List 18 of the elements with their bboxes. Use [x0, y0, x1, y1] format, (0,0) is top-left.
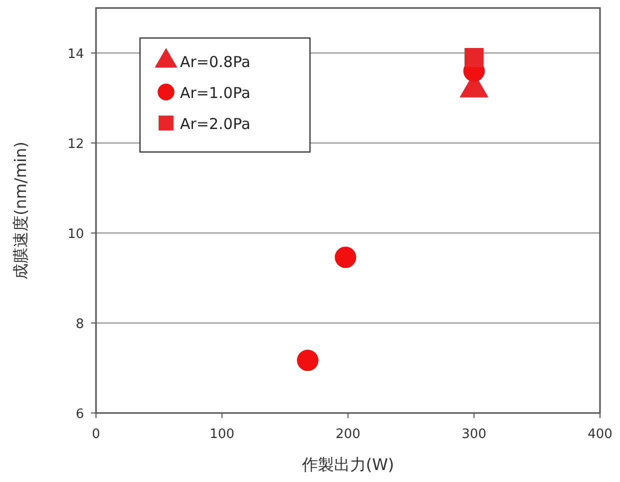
y-tick-label: 10 — [67, 227, 84, 242]
point — [334, 246, 356, 268]
x-tick-label: 400 — [588, 427, 612, 442]
y-tick-label: 6 — [76, 407, 84, 422]
x-tick-label: 100 — [210, 427, 234, 442]
y-tick-label: 14 — [67, 47, 84, 62]
x-tick-label: 300 — [462, 427, 486, 442]
x-tick-label: 0 — [92, 427, 100, 442]
legend-label: Ar=2.0Pa — [180, 115, 250, 133]
x-axis-title: 作製出力(W) — [300, 455, 394, 474]
point — [464, 48, 484, 67]
y-tick-label: 8 — [76, 317, 84, 332]
y-axis-title: 成膜速度(nm/min) — [11, 142, 30, 280]
x-tick-label: 200 — [336, 427, 360, 442]
legend-label: Ar=1.0Pa — [180, 84, 250, 102]
legend-label: Ar=0.8Pa — [180, 53, 250, 71]
point — [296, 350, 318, 372]
y-tick-label: 12 — [67, 137, 84, 152]
